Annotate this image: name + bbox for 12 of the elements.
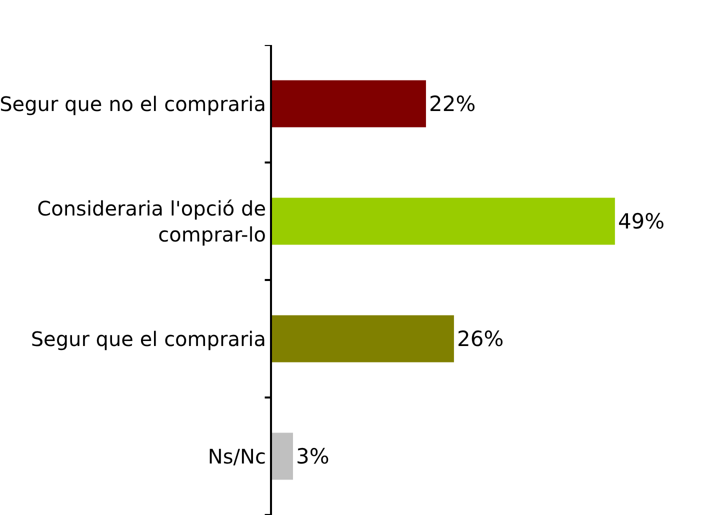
bar (272, 315, 454, 362)
bar (272, 198, 615, 245)
data-label: 22% (428, 92, 476, 116)
bar (272, 432, 293, 480)
bar (272, 80, 426, 128)
data-label: 26% (456, 326, 504, 351)
data-label: 3% (296, 444, 330, 468)
y-tick-label: Segur que no el compraria (0, 92, 266, 116)
y-tick-label: Segur que el compraria (30, 326, 266, 351)
y-tick-label: Ns/Nc (208, 444, 266, 468)
data-label: 49% (618, 209, 665, 234)
y-tick-label: Consideraria l'opció de comprar-lo (37, 196, 266, 246)
